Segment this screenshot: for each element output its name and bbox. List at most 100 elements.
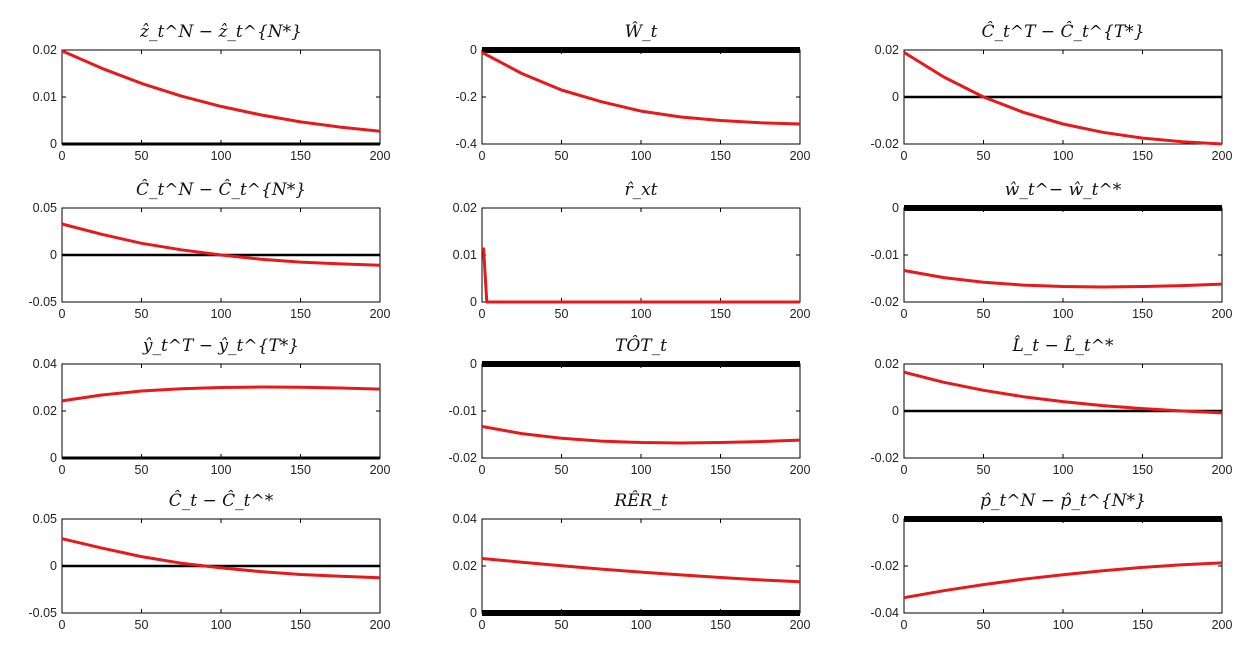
x-tick-label: 0 xyxy=(479,618,486,632)
chart-panel-0: ẑ_t^N − ẑ_t^{N*} 0 50 100 150 200 0 0.01 0.02 xyxy=(33,22,391,163)
x-tick-label: 0 xyxy=(901,618,908,632)
chart-panel-1: Ŵ_t 0 50 100 150 200 -0.4 -0.2 0 xyxy=(455,21,810,163)
panel-title: p̂_t^N − p̂_t^{N*} xyxy=(980,491,1146,511)
response-series-line xyxy=(61,537,381,580)
y-tick-label: 0.04 xyxy=(453,512,477,526)
x-tick-label: 100 xyxy=(631,149,652,163)
x-tick-label: 200 xyxy=(790,618,811,632)
chart-panel-5: ŵ_t^− ŵ_t^* 0 50 100 150 200 -0.02 -0.01 0 xyxy=(871,180,1233,321)
x-tick-label: 100 xyxy=(1053,463,1074,477)
y-tick-label: -0.01 xyxy=(871,248,900,262)
y-tick-label: -0.02 xyxy=(449,451,478,465)
y-tick-label: -0.04 xyxy=(871,606,900,620)
panel-title: TÔT_t xyxy=(615,335,667,356)
x-tick-label: 150 xyxy=(290,618,311,632)
y-tick-label: 0 xyxy=(50,559,57,573)
response-series-line xyxy=(481,425,801,445)
x-tick-label: 100 xyxy=(631,463,652,477)
response-series-line xyxy=(903,269,1223,289)
y-tick-label: 0 xyxy=(470,43,477,57)
x-tick-label: 0 xyxy=(59,463,66,477)
y-tick-label: 0.02 xyxy=(33,43,57,57)
y-tick-label: 0.02 xyxy=(875,357,899,371)
x-tick-label: 0 xyxy=(479,463,486,477)
x-tick-label: 150 xyxy=(1132,463,1153,477)
x-tick-label: 50 xyxy=(977,307,991,321)
chart-panel-11: p̂_t^N − p̂_t^{N*} 0 50 100 150 200 -0.04 -0.02… xyxy=(871,491,1233,632)
y-tick-label: -0.02 xyxy=(871,559,900,573)
response-series-line xyxy=(61,385,381,403)
y-tick-label: -0.05 xyxy=(29,295,58,309)
x-tick-label: 200 xyxy=(790,463,811,477)
y-tick-label: 0.05 xyxy=(33,512,57,526)
y-tick-label: 0.02 xyxy=(33,404,57,418)
response-series-line xyxy=(481,557,801,584)
x-tick-label: 100 xyxy=(211,463,232,477)
x-tick-label: 0 xyxy=(479,149,486,163)
y-tick-label: -0.01 xyxy=(449,404,478,418)
plot-area xyxy=(481,518,801,614)
y-tick-label: 0 xyxy=(470,357,477,371)
x-tick-label: 150 xyxy=(290,463,311,477)
x-tick-label: 100 xyxy=(211,307,232,321)
y-tick-label: 0 xyxy=(470,295,477,309)
x-tick-label: 100 xyxy=(631,307,652,321)
y-tick-label: -0.02 xyxy=(871,295,900,309)
x-tick-label: 150 xyxy=(1132,618,1153,632)
x-tick-label: 200 xyxy=(1212,463,1233,477)
y-tick-label: 0.04 xyxy=(33,357,57,371)
x-tick-label: 100 xyxy=(211,618,232,632)
x-tick-label: 0 xyxy=(59,307,66,321)
panel-title: ẑ_t^N − ẑ_t^{N*} xyxy=(139,22,302,42)
response-series-line xyxy=(903,51,1223,146)
x-tick-label: 200 xyxy=(370,618,391,632)
response-series-line xyxy=(61,49,381,133)
chart-panel-6: ŷ_t^T − ŷ_t^{T*} 0 50 100 150 200 0 0.02 0.04 xyxy=(33,336,391,477)
panel-title: Ĉ_t^T − Ĉ_t^{T*} xyxy=(981,21,1144,42)
x-tick-label: 150 xyxy=(290,307,311,321)
response-series-line xyxy=(482,247,800,304)
x-tick-label: 0 xyxy=(59,149,66,163)
x-tick-label: 100 xyxy=(211,149,232,163)
panel-title: Ŵ_t xyxy=(625,21,658,42)
x-tick-label: 50 xyxy=(977,463,991,477)
panel-title: L̂_t − L̂_t^* xyxy=(1011,336,1114,356)
x-tick-label: 200 xyxy=(1212,149,1233,163)
x-tick-label: 150 xyxy=(710,149,731,163)
x-tick-label: 100 xyxy=(1053,149,1074,163)
x-tick-label: 200 xyxy=(1212,307,1233,321)
response-series-line xyxy=(481,51,801,126)
x-tick-label: 50 xyxy=(555,618,569,632)
panel-title: Ĉ_t^N − Ĉ_t^{N*} xyxy=(136,179,306,200)
y-tick-label: 0.05 xyxy=(33,201,57,215)
y-tick-label: 0.02 xyxy=(453,201,477,215)
chart-panel-4: r̂_xt 0 50 100 150 200 0 0.01 0.02 xyxy=(453,180,811,321)
x-tick-label: 50 xyxy=(555,149,569,163)
x-tick-label: 150 xyxy=(710,463,731,477)
y-tick-label: 0 xyxy=(892,404,899,418)
y-tick-label: 0.02 xyxy=(875,43,899,57)
panel-title: Ĉ_t − Ĉ_t^* xyxy=(169,490,274,511)
y-tick-label: 0 xyxy=(892,90,899,104)
y-tick-label: -0.2 xyxy=(455,90,477,104)
y-tick-label: 0 xyxy=(50,137,57,151)
panel-title: ŵ_t^− ŵ_t^* xyxy=(1005,180,1122,200)
x-tick-label: 0 xyxy=(901,463,908,477)
x-tick-label: 200 xyxy=(370,307,391,321)
x-tick-label: 0 xyxy=(901,307,908,321)
plot-area xyxy=(61,363,381,459)
x-tick-label: 0 xyxy=(901,149,908,163)
x-tick-label: 150 xyxy=(710,618,731,632)
x-tick-label: 150 xyxy=(290,149,311,163)
y-tick-label: 0 xyxy=(892,512,899,526)
x-tick-label: 150 xyxy=(1132,307,1153,321)
x-tick-label: 0 xyxy=(59,618,66,632)
x-tick-label: 50 xyxy=(135,618,149,632)
x-tick-label: 50 xyxy=(135,463,149,477)
x-tick-label: 200 xyxy=(370,463,391,477)
y-tick-label: 0 xyxy=(470,606,477,620)
y-tick-label: -0.02 xyxy=(871,137,900,151)
response-series-line xyxy=(903,561,1223,600)
